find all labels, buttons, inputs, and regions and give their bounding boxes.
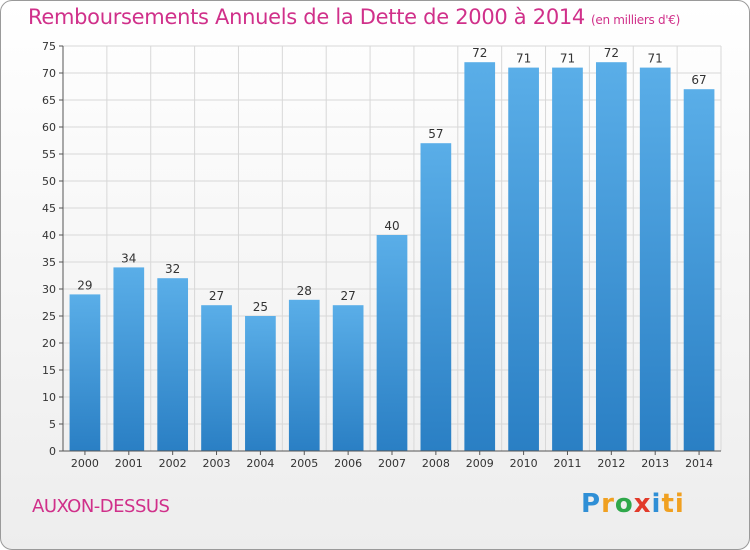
bar-2004 [245, 316, 276, 451]
bar-value-label: 57 [428, 127, 443, 141]
y-tick-label: 35 [42, 256, 56, 269]
commune-name: AUXON-DESSUS [32, 496, 170, 517]
y-tick-label: 60 [42, 121, 56, 134]
logo-letter: i [651, 489, 662, 519]
labels: 0 5 10 15 20 25 30 35 40 45 50 55 60 65 70 75 29 2000 34 20… [42, 40, 713, 470]
y-tick-label: 70 [42, 67, 56, 80]
y-tick-label: 25 [42, 310, 56, 323]
x-tick-label: 2011 [553, 457, 581, 470]
chart-title: Remboursements Annuels de la Dette de 20… [28, 5, 680, 29]
y-tick-label: 65 [42, 94, 56, 107]
bar-value-label: 72 [472, 46, 487, 60]
x-tick-label: 2013 [641, 457, 669, 470]
bar-value-label: 25 [253, 300, 268, 314]
x-tick-label: 2001 [115, 457, 143, 470]
y-tick-label: 0 [49, 445, 56, 458]
proxiti-logo: Proxiti [581, 489, 685, 519]
logo-letter: P [581, 489, 602, 519]
x-tick-label: 2012 [597, 457, 625, 470]
bar-2010 [508, 67, 539, 451]
x-tick-label: 2005 [290, 457, 318, 470]
logo-letter: ti [661, 489, 685, 519]
y-tick-label: 50 [42, 175, 56, 188]
y-tick-label: 5 [49, 418, 56, 431]
bar-2005 [288, 299, 320, 451]
logo-letter: x [633, 489, 652, 519]
x-tick-label: 2009 [466, 457, 494, 470]
y-tick-label: 75 [42, 40, 56, 53]
bar-2013 [639, 67, 671, 451]
bar-value-label: 67 [691, 73, 706, 87]
bars [69, 62, 715, 451]
bar-value-label: 40 [384, 219, 399, 233]
bar-2011 [552, 67, 583, 451]
x-tick-label: 2007 [378, 457, 406, 470]
bar-value-label: 34 [121, 251, 136, 265]
bar-2007 [376, 235, 408, 451]
logo-letter: r [601, 489, 615, 519]
y-tick-label: 55 [42, 148, 56, 161]
y-tick-label: 15 [42, 364, 56, 377]
logo-letter: o [614, 489, 634, 519]
bar-2006 [332, 305, 364, 451]
axes [59, 45, 721, 455]
bar-value-label: 71 [560, 52, 575, 66]
bar-value-label: 29 [77, 278, 92, 292]
chart-title-text: Remboursements Annuels de la Dette de 20… [28, 5, 585, 29]
x-tick-label: 2006 [334, 457, 362, 470]
bar-value-label: 71 [516, 52, 531, 66]
bar-2008 [420, 143, 452, 451]
bar-value-label: 27 [209, 289, 224, 303]
bar-2001 [113, 267, 145, 451]
bar-2003 [201, 305, 232, 451]
bar-2014 [683, 89, 715, 451]
bar-value-label: 32 [165, 262, 180, 276]
x-tick-label: 2002 [159, 457, 187, 470]
y-tick-label: 30 [42, 283, 56, 296]
bar-2000 [69, 294, 101, 451]
bar-2009 [464, 62, 496, 451]
y-tick-label: 40 [42, 229, 56, 242]
x-tick-label: 2014 [685, 457, 713, 470]
x-tick-label: 2000 [71, 457, 99, 470]
x-tick-label: 2004 [246, 457, 274, 470]
bar-2002 [157, 278, 189, 451]
y-tick-label: 10 [42, 391, 56, 404]
bar-value-label: 71 [648, 52, 663, 66]
bar-value-label: 27 [340, 289, 355, 303]
x-tick-label: 2008 [422, 457, 450, 470]
chart-unit-note: (en milliers d'€) [591, 13, 681, 27]
bar-2012 [595, 62, 627, 451]
y-tick-label: 45 [42, 202, 56, 215]
y-tick-label: 20 [42, 337, 56, 350]
x-tick-label: 2003 [203, 457, 231, 470]
bar-value-label: 28 [297, 284, 312, 298]
bar-value-label: 72 [604, 46, 619, 60]
x-tick-label: 2010 [510, 457, 538, 470]
